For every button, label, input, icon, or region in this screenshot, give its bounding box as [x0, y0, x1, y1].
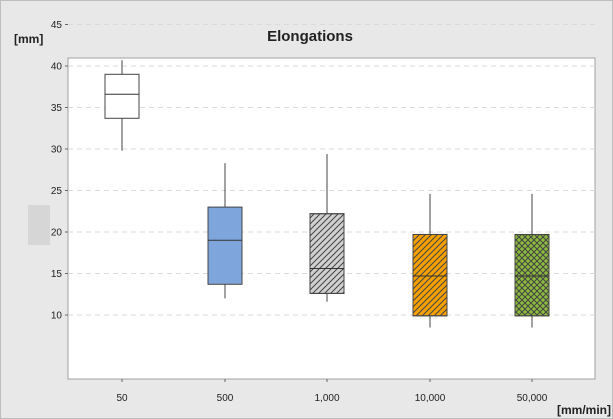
box-hatch [514, 233, 550, 317]
box-body [104, 73, 140, 119]
x-tick-label: 500 [217, 393, 234, 404]
box-5 [514, 193, 550, 328]
x-tick-label: 1,000 [314, 393, 339, 404]
y-tick-label: 25 [51, 186, 63, 197]
box-hatch [412, 233, 448, 317]
x-tick-label: 50,000 [517, 393, 548, 404]
y-tick-label: 35 [51, 103, 63, 114]
x-tick-label: 50 [116, 393, 128, 404]
x-axis-label: [mm/min] [557, 403, 611, 417]
box-hatch [309, 213, 345, 294]
x-axis-ticks: 50 500 1,000 10,000 50,000 [116, 379, 548, 404]
box-4 [412, 193, 448, 328]
chart-title: Elongations [267, 28, 353, 45]
y-tick-label: 45 [51, 20, 63, 31]
box-2 [207, 163, 243, 299]
boxes [104, 60, 550, 328]
y-tick-label: 15 [51, 269, 63, 280]
y-tick-label: 40 [51, 62, 63, 73]
y-axis-ticks: 10 15 20 25 30 35 40 45 [51, 20, 68, 322]
x-tick-label: 10,000 [415, 393, 446, 404]
y-axis-label: [mm] [14, 32, 43, 46]
box-body [207, 206, 243, 285]
y-tick-label: 20 [51, 228, 63, 239]
side-tab [28, 205, 50, 245]
box-1 [104, 60, 140, 151]
box-3 [309, 153, 345, 302]
y-tick-label: 30 [51, 145, 63, 156]
y-tick-label: 10 [51, 311, 63, 322]
